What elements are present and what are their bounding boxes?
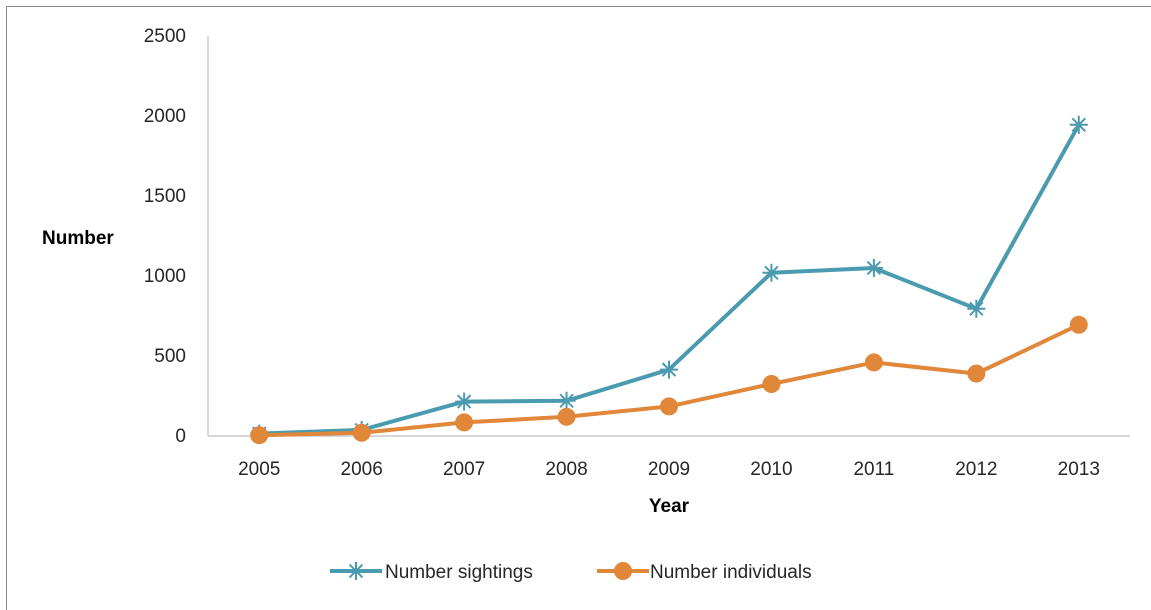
y-tick-label: 500 — [154, 346, 186, 367]
series-individuals — [250, 315, 1088, 445]
data-point-marker — [557, 407, 576, 426]
y-tick-label: 1000 — [144, 266, 186, 287]
data-point-marker — [455, 392, 474, 411]
series-layer — [250, 115, 1088, 445]
x-tick-label: 2008 — [545, 459, 587, 480]
x-tick-label: 2006 — [341, 459, 383, 480]
series-line — [257, 322, 1081, 438]
legend-label: Number individuals — [650, 562, 812, 583]
data-point-marker — [762, 375, 781, 393]
data-point-marker — [967, 299, 986, 318]
x-tick-label: 2010 — [750, 459, 792, 480]
legend-item: Number individuals — [597, 562, 812, 583]
legend: Number sightings Number individuals — [330, 562, 812, 583]
y-tick-label: 2000 — [144, 106, 186, 127]
legend-marker — [614, 562, 632, 580]
data-point-marker — [1069, 315, 1088, 334]
x-tick-label: 2007 — [443, 459, 485, 480]
y-tick-label: 0 — [175, 426, 186, 447]
y-tick-labels: 0 500 1000 1500 2000 2500 — [144, 26, 186, 447]
x-tick-labels: 2005 2006 2007 2008 2009 2010 2011 2012 2013 — [238, 459, 1100, 480]
x-tick-label: 2011 — [853, 459, 894, 480]
y-tick-label: 2500 — [144, 26, 186, 47]
chart-frame — [6, 6, 1151, 610]
data-point-marker — [660, 360, 678, 379]
y-axis-title: Number — [42, 228, 114, 249]
legend-marker — [347, 562, 365, 580]
data-point-marker — [762, 263, 781, 282]
data-point-marker — [455, 413, 474, 432]
x-axis-title: Year — [649, 496, 690, 517]
y-tick-label: 1500 — [144, 186, 186, 207]
data-point-marker — [660, 397, 678, 416]
data-point-marker — [352, 423, 371, 442]
legend-label: Number sightings — [385, 562, 533, 583]
data-point-marker — [1069, 115, 1088, 134]
legend-item: Number sightings — [330, 562, 533, 583]
data-point-marker — [864, 353, 883, 372]
x-tick-label: 2005 — [238, 459, 280, 480]
data-point-marker — [864, 259, 883, 277]
x-tick-label: 2012 — [955, 459, 997, 480]
x-tick-label: 2013 — [1058, 459, 1100, 480]
data-point-marker — [557, 391, 576, 410]
x-tick-label: 2009 — [648, 459, 690, 480]
data-point-marker — [250, 426, 269, 445]
series-line — [257, 122, 1081, 436]
series-sightings — [250, 115, 1088, 443]
data-point-marker — [967, 364, 986, 383]
